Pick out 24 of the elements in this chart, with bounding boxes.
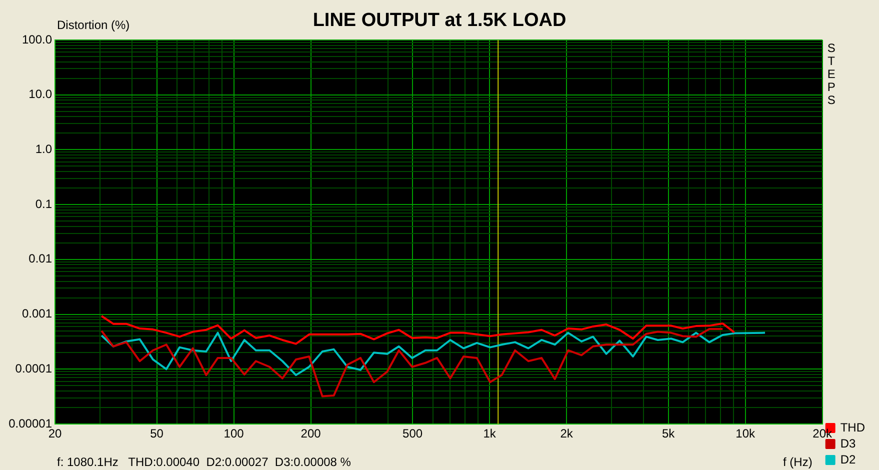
x-axis-title: f (Hz) xyxy=(783,455,812,469)
y-tick-label: 0.001 xyxy=(22,306,52,321)
x-tick-label: 100 xyxy=(224,426,244,441)
x-tick-label: 10k xyxy=(736,426,756,441)
legend-label: D2 xyxy=(840,452,856,466)
y-tick-label: 1.0 xyxy=(35,142,52,156)
text: f: 1080.1Hz THD:0.00040 D2:0.00027 D3:0.00008 % xyxy=(57,455,352,469)
x-tick-label: 1k xyxy=(483,426,497,441)
y-axis-title: Distortion (%) xyxy=(57,18,130,32)
legend-label: THD xyxy=(840,420,866,434)
x-tick-label: 20k xyxy=(812,426,834,441)
x-tick-label: 2k xyxy=(560,426,574,441)
y-tick-label: 0.01 xyxy=(28,252,52,266)
text: STEPS xyxy=(827,41,836,107)
x-tick-label: 200 xyxy=(300,426,322,441)
y-tick-label: 0.1 xyxy=(35,196,52,211)
y-tick-label: 10.0 xyxy=(28,87,52,102)
x-tick-label: 5k xyxy=(662,426,676,441)
y-tick-label: 100.0 xyxy=(22,32,52,46)
x-tick-label: 500 xyxy=(402,426,423,441)
x-tick-label: 50 xyxy=(150,426,164,441)
chart-title: LINE OUTPUT at 1.5K LOAD xyxy=(312,10,566,31)
legend-label: D3 xyxy=(840,436,856,450)
y-tick-label: 0.0001 xyxy=(15,361,52,376)
